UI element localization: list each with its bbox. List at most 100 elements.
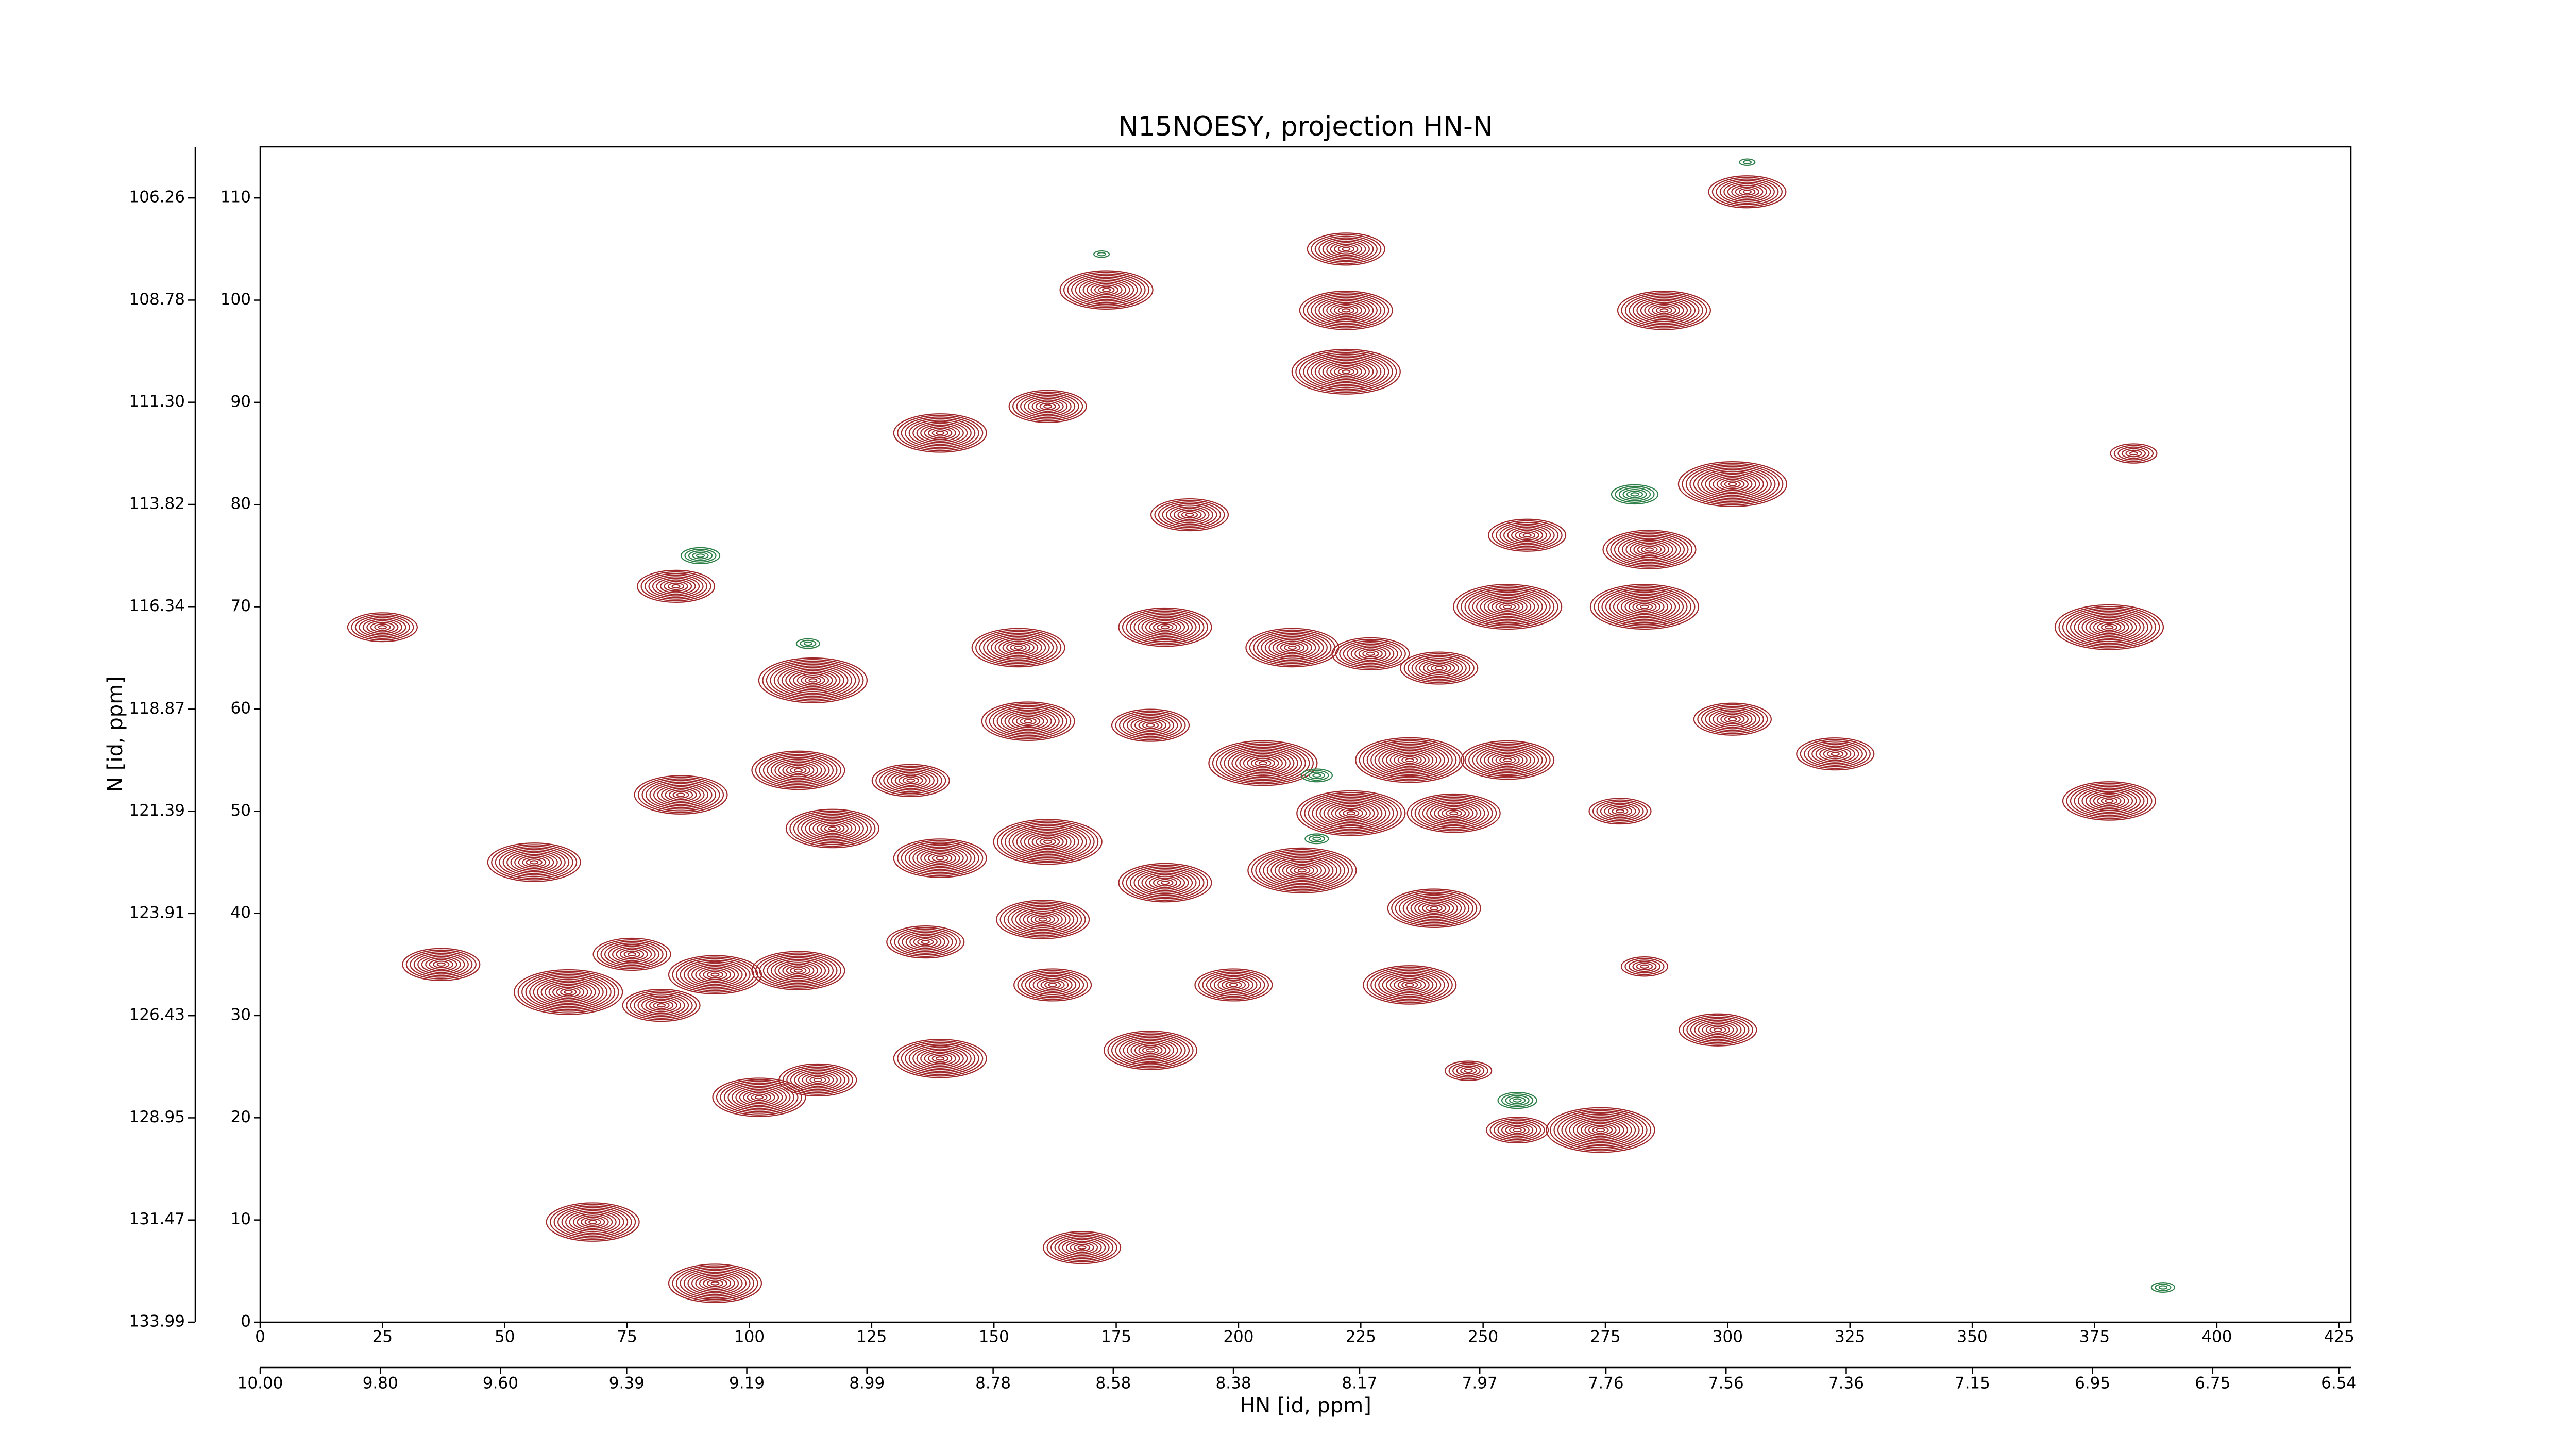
plot-frame xyxy=(259,146,2352,1323)
contour-level xyxy=(782,1065,853,1095)
contour-level xyxy=(1145,874,1185,891)
x-tick-label: 50 xyxy=(495,1328,515,1346)
contour-level xyxy=(1414,797,1493,830)
contour-level xyxy=(1624,958,1665,975)
y2-tick-label: 106.26 xyxy=(129,188,185,207)
contour-level xyxy=(347,612,418,643)
contour-level xyxy=(1311,234,1382,264)
contour-level xyxy=(1708,175,1787,209)
contour-level xyxy=(680,959,751,990)
contour-level xyxy=(699,968,732,982)
contour-level xyxy=(1697,704,1768,734)
contour-level xyxy=(812,820,853,837)
contour-level xyxy=(2074,786,2145,816)
contour-level xyxy=(1427,663,1451,673)
x2-tick-label: 7.56 xyxy=(1708,1374,1744,1393)
contour-level xyxy=(1693,702,1772,736)
contour-level xyxy=(1370,968,1449,1002)
contour-level xyxy=(893,1038,987,1078)
y2-tick-label: 131.47 xyxy=(129,1210,185,1228)
contour-level xyxy=(1394,753,1426,767)
contour-level xyxy=(897,1040,984,1077)
contour-level xyxy=(1415,657,1463,679)
contour-level xyxy=(351,614,414,641)
contour-level xyxy=(1007,904,1078,935)
contour-level xyxy=(1311,357,1382,387)
contour-level xyxy=(743,1090,775,1105)
contour-level xyxy=(1742,160,1752,164)
contour-level xyxy=(912,1047,968,1071)
contour-level xyxy=(712,1077,806,1117)
contour-level xyxy=(675,1267,755,1300)
contour-level xyxy=(1123,1038,1178,1062)
contour-level xyxy=(1278,860,1326,881)
contour-level xyxy=(1043,839,1053,844)
contour-level xyxy=(1146,1048,1155,1053)
contour-level xyxy=(664,581,688,592)
contour-level xyxy=(1572,1118,1629,1142)
contour-level xyxy=(1731,184,1764,199)
contour-level xyxy=(1012,714,1044,729)
contour-level xyxy=(1308,771,1325,780)
contour-level xyxy=(1354,647,1387,661)
contour-level xyxy=(557,1207,629,1237)
contour-level xyxy=(1118,607,1212,647)
contour-level xyxy=(1378,971,1442,999)
contour-level xyxy=(1070,1242,1094,1253)
contour-level xyxy=(2155,1284,2172,1291)
contour-level xyxy=(1062,1239,1102,1256)
contour-level xyxy=(425,957,457,972)
contour-level xyxy=(1016,828,1079,855)
contour-level xyxy=(1505,1124,1530,1136)
contour-level xyxy=(1090,283,1123,297)
contour-level xyxy=(901,416,979,450)
contour-level xyxy=(1216,743,1310,783)
contour-level xyxy=(1261,634,1324,661)
contour-level xyxy=(1036,836,1060,848)
contour-level xyxy=(619,949,645,960)
contour-level xyxy=(636,569,716,603)
contour-level xyxy=(1005,823,1091,860)
contour-level xyxy=(1286,863,1318,878)
contour-level xyxy=(2150,1282,2176,1293)
contour-level xyxy=(2066,783,2153,819)
contour-level xyxy=(1315,798,1386,829)
x2-tick-label: 10.00 xyxy=(238,1374,283,1393)
contour-level xyxy=(540,980,596,1004)
contour-level xyxy=(421,956,461,973)
contour-level xyxy=(790,766,807,774)
contour-level xyxy=(1546,1107,1655,1153)
contour-level xyxy=(1723,181,1771,202)
contour-level xyxy=(1016,393,1079,420)
contour-level xyxy=(1149,620,1181,634)
contour-level xyxy=(1461,740,1555,780)
contour-level xyxy=(1456,1065,1481,1076)
contour-level xyxy=(1355,737,1465,783)
contour-level xyxy=(1620,596,1669,617)
contour-level xyxy=(1004,711,1052,732)
contour-level xyxy=(668,789,693,800)
contour-level xyxy=(1145,618,1185,636)
contour-level xyxy=(1382,748,1437,772)
contour-level xyxy=(684,548,717,563)
contour-level xyxy=(1133,869,1197,897)
contour-level xyxy=(1185,512,1194,517)
contour-level xyxy=(1322,361,1370,382)
contour-level xyxy=(727,1084,791,1111)
contour-level xyxy=(581,1217,605,1228)
contour-level xyxy=(901,1042,979,1075)
contour-level xyxy=(1294,867,1311,874)
contour-level xyxy=(1492,753,1524,767)
contour-level xyxy=(1339,640,1402,667)
contour-level xyxy=(893,413,987,453)
contour-level xyxy=(1337,245,1354,253)
contour-level xyxy=(1405,757,1414,763)
contour-level xyxy=(1312,797,1391,830)
contour-level xyxy=(796,673,829,687)
contour-level xyxy=(1008,825,1087,858)
contour-level xyxy=(1397,754,1422,766)
contour-level xyxy=(1162,503,1217,527)
x-tick-label: 200 xyxy=(1223,1328,1253,1346)
contour-level xyxy=(433,960,450,969)
